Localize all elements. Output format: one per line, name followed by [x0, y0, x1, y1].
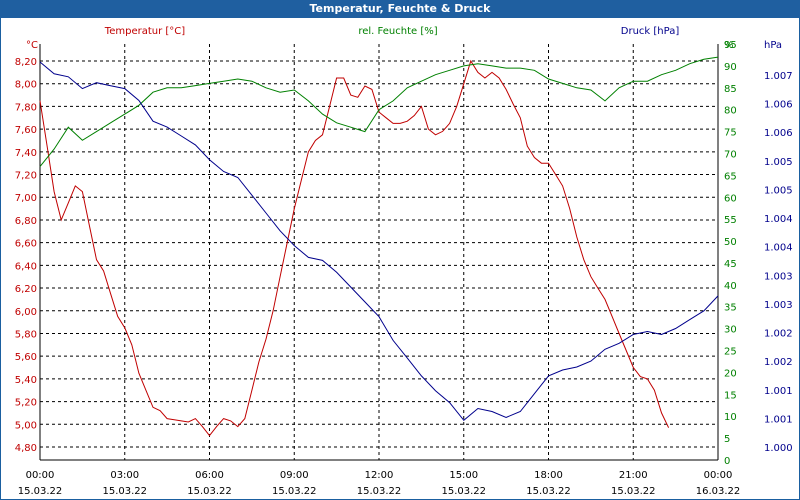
x-tick-time: 03:00	[110, 470, 139, 481]
right2-tick-label: 1.001	[764, 386, 793, 397]
x-tick-date: 15.03.22	[18, 486, 63, 497]
series-line-right2	[39, 61, 719, 422]
right1-tick-label: 20	[724, 368, 737, 379]
right1-tick-label: 15	[724, 390, 737, 401]
left-tick-label: 7,00	[15, 193, 37, 204]
right2-tick-label: 1.006	[764, 100, 793, 111]
x-tick-time: 09:00	[280, 470, 309, 481]
right2-unit-label: hPa	[764, 40, 782, 51]
right2-tick-label: 1.000	[764, 443, 793, 454]
right1-tick-label: 55	[724, 215, 737, 226]
grid	[39, 44, 719, 461]
x-tick-date: 15.03.22	[611, 486, 656, 497]
axis-labels: 00:00 15.03.22 03:00 15.03.22 06:00 15.03.22 0…	[15, 40, 793, 497]
right1-tick-label: 60	[724, 193, 737, 204]
right1-tick-label: 50	[724, 237, 737, 248]
left-tick-label: 7,20	[15, 171, 37, 182]
right1-tick-label: 35	[724, 303, 737, 314]
x-tick-date: 15.03.22	[357, 486, 402, 497]
right2-tick-label: 1.003	[764, 271, 793, 282]
x-tick-date: 15.03.22	[526, 486, 571, 497]
left-tick-label: 6,80	[15, 216, 37, 227]
right2-tick-label: 1.004	[764, 243, 793, 254]
left-tick-label: 5,60	[15, 352, 37, 363]
x-tick-time: 00:00	[704, 470, 733, 481]
left-tick-label: 7,80	[15, 102, 37, 113]
right1-tick-label: 10	[724, 412, 737, 423]
series-line-left	[39, 59, 670, 437]
right2-tick-label: 1.002	[764, 329, 793, 340]
left-tick-label: 6,00	[15, 307, 37, 318]
right1-tick-label: 80	[724, 106, 737, 117]
x-tick-time: 12:00	[365, 470, 394, 481]
right1-tick-label: 70	[724, 149, 737, 160]
left-tick-label: 8,00	[15, 80, 37, 91]
left-unit-label: °C	[26, 40, 38, 51]
right2-tick-label: 1.004	[764, 214, 793, 225]
right1-tick-label: 65	[724, 171, 737, 182]
x-tick-date: 15.03.22	[441, 486, 486, 497]
chart-title: Temperatur, Feuchte & Druck	[0, 0, 800, 18]
right2-tick-label: 1.005	[764, 185, 793, 196]
x-tick-date: 15.03.22	[272, 486, 317, 497]
right2-tick-label: 1.006	[764, 128, 793, 139]
x-tick-time: 21:00	[619, 470, 648, 481]
x-tick-time: 06:00	[195, 470, 224, 481]
left-tick-label: 6,60	[15, 239, 37, 250]
right1-tick-label: 45	[724, 259, 737, 270]
x-tick-date: 16.03.22	[696, 486, 741, 497]
right1-axis-label: rel. Feuchte [%]	[358, 26, 437, 37]
right1-tick-label: 5	[724, 434, 730, 445]
right1-tick-label: 0	[724, 456, 730, 467]
left-tick-label: 5,20	[15, 398, 37, 409]
right1-tick-label: 75	[724, 128, 737, 139]
right1-tick-label: 95	[724, 40, 737, 51]
right1-tick-label: 90	[724, 62, 737, 73]
left-tick-label: 5,00	[15, 420, 37, 431]
left-tick-label: 8,20	[15, 57, 37, 68]
left-tick-label: 5,80	[15, 329, 37, 340]
right2-tick-label: 1.001	[764, 414, 793, 425]
right2-tick-label: 1.007	[764, 71, 793, 82]
left-tick-label: 5,40	[15, 375, 37, 386]
x-tick-time: 18:00	[534, 470, 563, 481]
x-tick-date: 15.03.22	[187, 486, 232, 497]
left-tick-label: 6,20	[15, 284, 37, 295]
right1-tick-label: 25	[724, 347, 737, 358]
left-tick-label: 7,60	[15, 125, 37, 136]
right1-tick-label: 85	[724, 84, 737, 95]
series-line-right1	[39, 56, 719, 167]
x-tick-time: 15:00	[449, 470, 478, 481]
right2-tick-label: 1.002	[764, 357, 793, 368]
x-tick-time: 00:00	[26, 470, 55, 481]
right2-axis-label: Druck [hPa]	[621, 26, 680, 37]
right1-unit-label: %	[724, 40, 734, 51]
left-tick-label: 6,40	[15, 261, 37, 272]
left-tick-label: 4,80	[15, 443, 37, 454]
series-layer	[39, 56, 719, 437]
right1-tick-label: 40	[724, 281, 737, 292]
left-tick-label: 7,40	[15, 148, 37, 159]
left-axis-label: Temperatur [°C]	[104, 26, 185, 37]
right2-tick-label: 1.005	[764, 157, 793, 168]
right2-tick-label: 1.003	[764, 300, 793, 311]
right1-tick-label: 30	[724, 325, 737, 336]
x-tick-date: 15.03.22	[102, 486, 147, 497]
